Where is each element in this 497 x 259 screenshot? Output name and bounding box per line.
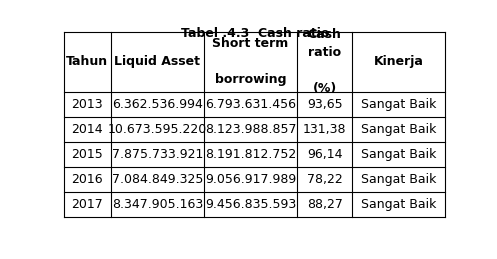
Text: 93,65: 93,65 — [307, 98, 342, 111]
Text: Sangat Baik: Sangat Baik — [361, 123, 436, 136]
Text: 9.456.835.593: 9.456.835.593 — [205, 198, 296, 211]
Text: 6.793.631.456: 6.793.631.456 — [205, 98, 296, 111]
Text: 7.875.733.921: 7.875.733.921 — [111, 148, 203, 161]
Text: 10.673.595.220: 10.673.595.220 — [108, 123, 207, 136]
Text: 2014: 2014 — [72, 123, 103, 136]
Text: Sangat Baik: Sangat Baik — [361, 148, 436, 161]
Text: 9.056.917.989: 9.056.917.989 — [205, 173, 296, 186]
Text: Tahun: Tahun — [66, 55, 108, 68]
Text: 8.191.812.752: 8.191.812.752 — [205, 148, 296, 161]
Text: 96,14: 96,14 — [307, 148, 342, 161]
Text: 88,27: 88,27 — [307, 198, 342, 211]
Text: 8.123.988.857: 8.123.988.857 — [205, 123, 296, 136]
Text: 2015: 2015 — [72, 148, 103, 161]
Text: Cash
ratio

(%): Cash ratio (%) — [308, 28, 341, 96]
Text: 2016: 2016 — [72, 173, 103, 186]
Text: 2013: 2013 — [72, 98, 103, 111]
Text: 8.347.905.163: 8.347.905.163 — [112, 198, 203, 211]
Text: Short term

borrowing: Short term borrowing — [212, 38, 289, 87]
Text: Tabel .4.3  Cash ratio: Tabel .4.3 Cash ratio — [180, 27, 329, 40]
Text: 7.084.849.325: 7.084.849.325 — [111, 173, 203, 186]
Text: 78,22: 78,22 — [307, 173, 342, 186]
Text: Liquid Asset: Liquid Asset — [114, 55, 200, 68]
Text: Sangat Baik: Sangat Baik — [361, 98, 436, 111]
Text: Kinerja: Kinerja — [374, 55, 424, 68]
Text: Sangat Baik: Sangat Baik — [361, 173, 436, 186]
Text: 6.362.536.994: 6.362.536.994 — [112, 98, 203, 111]
Text: Sangat Baik: Sangat Baik — [361, 198, 436, 211]
Text: 131,38: 131,38 — [303, 123, 346, 136]
Text: 2017: 2017 — [72, 198, 103, 211]
